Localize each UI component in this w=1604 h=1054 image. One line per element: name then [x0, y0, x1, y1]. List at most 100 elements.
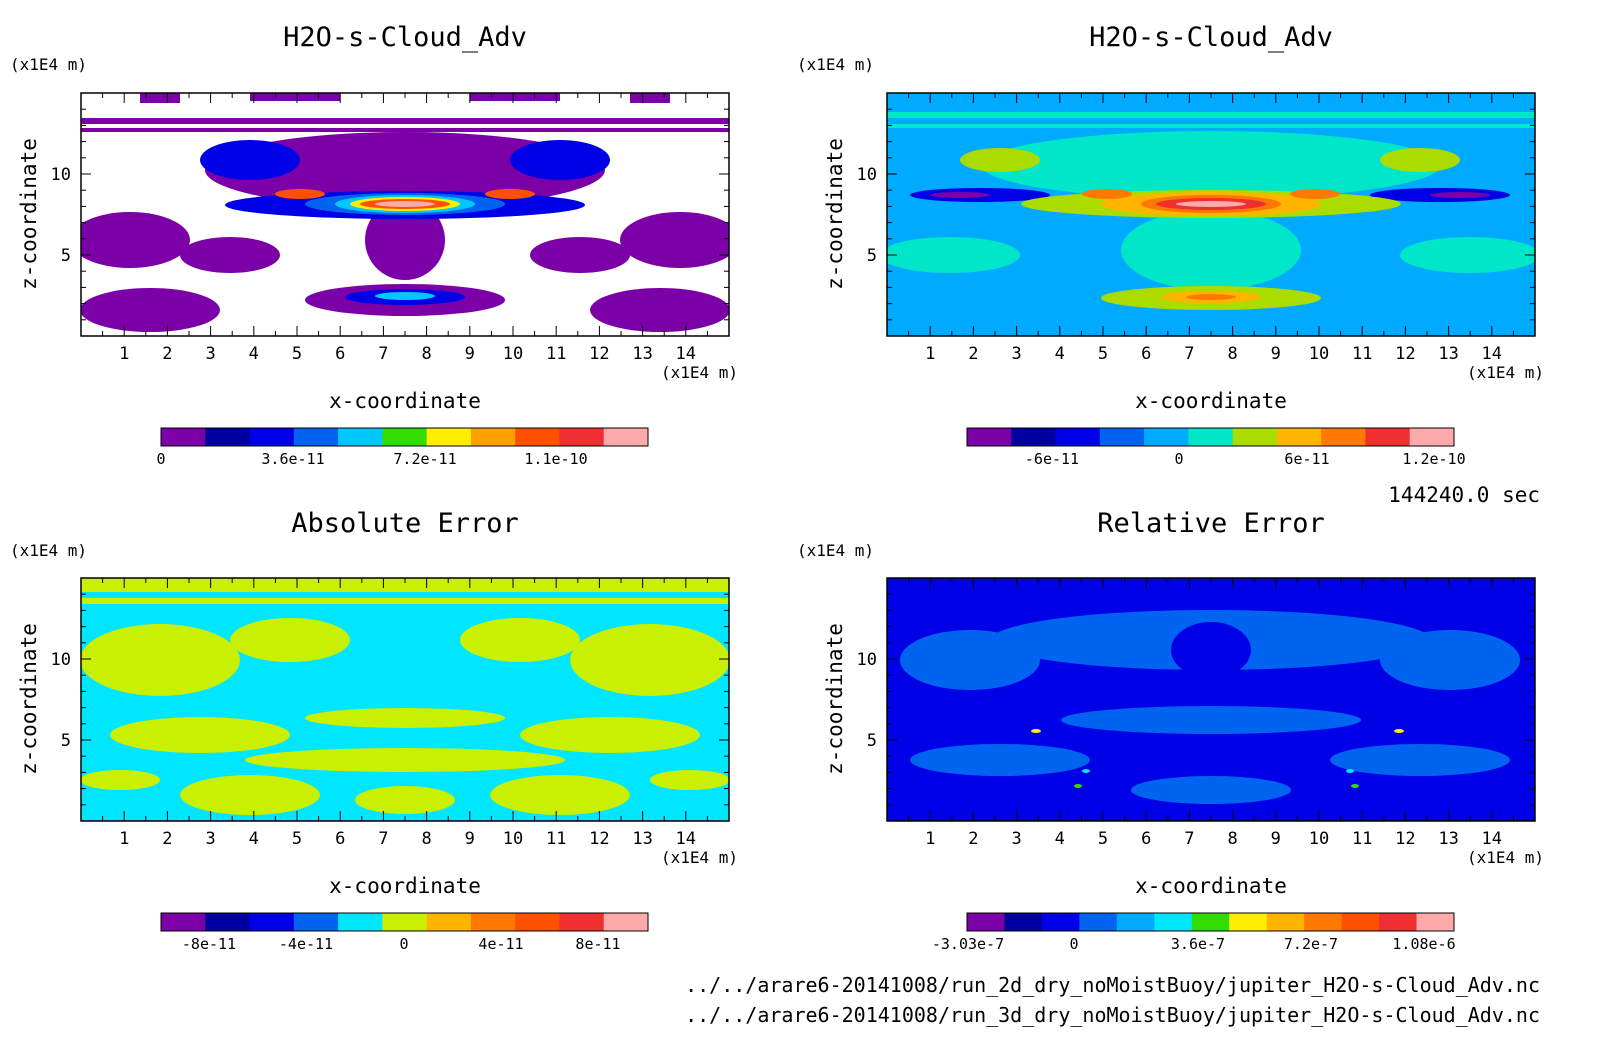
colorbar-label: 4e-11 — [478, 935, 523, 953]
colorbar-swatch — [338, 913, 383, 931]
colorbar-swatch — [249, 913, 295, 931]
heatmap-field — [81, 93, 729, 336]
x-tick-label: 9 — [1271, 344, 1281, 364]
colorbar-swatch — [1266, 913, 1305, 931]
colorbar-frame — [966, 427, 1455, 447]
colorbar-label: 7.2e-11 — [393, 450, 456, 468]
colorbar-swatch — [967, 428, 1012, 446]
colorbar-swatch — [1011, 428, 1057, 446]
x-tick-label: 2 — [162, 344, 172, 364]
x-tick-label: 6 — [335, 829, 345, 849]
x-tick-label: 3 — [205, 829, 215, 849]
colorbar-swatch — [426, 913, 472, 931]
colorbar-label: 1.08e-6 — [1392, 935, 1455, 953]
x-tick-label: 11 — [546, 344, 566, 364]
colorbar-label: 0 — [1069, 935, 1078, 953]
panel-top-left: H2O-s-Cloud_Adv (x1E4 m) — [10, 22, 738, 468]
x-tick-label: 4 — [1055, 829, 1065, 849]
colorbar-swatch — [1099, 428, 1145, 446]
colorbar-tick-labels: -3.03e-7 0 3.6e-7 7.2e-7 1.08e-6 — [932, 935, 1456, 953]
y-tick-label: 10 — [51, 165, 71, 185]
x-tick-label: 10 — [1309, 344, 1329, 364]
colorbar-swatch — [1409, 428, 1455, 446]
x-tick-label: 2 — [968, 344, 978, 364]
colorbar-swatch — [338, 428, 383, 446]
x-tick-label: 7 — [378, 344, 388, 364]
colorbar-swatch — [1365, 428, 1411, 446]
y-axis-label: z-coordinate — [823, 623, 847, 775]
x-tick-label: 11 — [1352, 829, 1372, 849]
x-tick-label: 9 — [465, 829, 475, 849]
colorbar-label: -6e-11 — [1025, 450, 1079, 468]
y-axis-label: z-coordinate — [823, 138, 847, 290]
x-axis-label: x-coordinate — [329, 874, 481, 898]
colorbar-swatch — [1116, 913, 1155, 931]
x-tick-label: 1 — [119, 829, 129, 849]
colorbar-swatch — [515, 913, 560, 931]
colorbar-frame — [160, 912, 649, 932]
colorbar-swatch — [1341, 913, 1380, 931]
colorbar-label: 3.6e-11 — [261, 450, 324, 468]
colorbar-label: 8e-11 — [575, 935, 620, 953]
x-tick-label: 1 — [925, 344, 935, 364]
y-axis-label: z-coordinate — [17, 138, 41, 290]
colorbar-swatch — [1055, 428, 1101, 446]
colorbar-swatch — [1154, 913, 1193, 931]
colorbar-tick-labels: -6e-11 0 6e-11 1.2e-10 — [1025, 450, 1466, 468]
colorbar-swatch — [161, 428, 206, 446]
colorbar-swatch — [470, 428, 516, 446]
x-tick-label: 10 — [503, 344, 523, 364]
x-tick-label: 3 — [1011, 829, 1021, 849]
y-tick-label: 10 — [857, 165, 877, 185]
colorbar-swatch — [1041, 913, 1080, 931]
y-axis-label: z-coordinate — [17, 623, 41, 775]
x-tick-label: 7 — [1184, 829, 1194, 849]
x-tick-label: 9 — [1271, 829, 1281, 849]
colorbar-swatch — [559, 428, 605, 446]
x-tick-label: 11 — [1352, 344, 1372, 364]
x-tick-label: 12 — [589, 344, 609, 364]
colorbar-swatch — [293, 428, 339, 446]
x-tick-label: 1 — [925, 829, 935, 849]
colorbar-swatch — [470, 913, 516, 931]
x-tick-label: 7 — [1184, 344, 1194, 364]
x-tick-label: 8 — [1227, 829, 1237, 849]
colorbar-swatch — [382, 913, 428, 931]
x-axis-label: x-coordinate — [1135, 389, 1287, 413]
colorbar-swatch — [1079, 913, 1118, 931]
panel-title: Relative Error — [1097, 508, 1325, 539]
colorbar-label: -3.03e-7 — [932, 935, 1004, 953]
y-tick-label: 5 — [867, 731, 877, 751]
heatmap-field — [887, 93, 1535, 336]
colorbar-label: 6e-11 — [1284, 450, 1329, 468]
x-tick-label: 2 — [162, 829, 172, 849]
x-tick-label: 8 — [1227, 344, 1237, 364]
x-tick-label: 13 — [632, 344, 652, 364]
colorbar-swatch — [205, 913, 251, 931]
colorbar-swatch — [1229, 913, 1268, 931]
colorbar-swatch — [559, 913, 605, 931]
x-unit-label: (x1E4 m) — [661, 363, 738, 382]
colorbar-label: 0 — [399, 935, 408, 953]
panel-title: H2O-s-Cloud_Adv — [283, 22, 527, 53]
x-tick-label: 8 — [421, 829, 431, 849]
colorbar-label: -8e-11 — [182, 935, 236, 953]
x-tick-label: 6 — [1141, 829, 1151, 849]
x-tick-label: 14 — [676, 829, 696, 849]
colorbar-swatch — [205, 428, 251, 446]
colorbar-swatch — [1004, 913, 1043, 931]
colorbar-swatch — [1304, 913, 1343, 931]
x-tick-label: 3 — [1011, 344, 1021, 364]
colorbar-label: 1.2e-10 — [1402, 450, 1465, 468]
y-tick-label: 5 — [61, 246, 71, 266]
x-unit-label: (x1E4 m) — [661, 848, 738, 867]
colorbar-tick-labels: -8e-11 -4e-11 0 4e-11 8e-11 — [182, 935, 621, 953]
heatmap-field — [81, 578, 729, 821]
x-tick-label: 14 — [1482, 829, 1502, 849]
x-tick-label: 9 — [465, 344, 475, 364]
x-tick-label: 6 — [1141, 344, 1151, 364]
colorbar-swatch — [1379, 913, 1418, 931]
colorbar-swatch — [293, 913, 339, 931]
x-tick-label: 8 — [421, 344, 431, 364]
time-label: 144240.0 sec — [1388, 483, 1540, 507]
